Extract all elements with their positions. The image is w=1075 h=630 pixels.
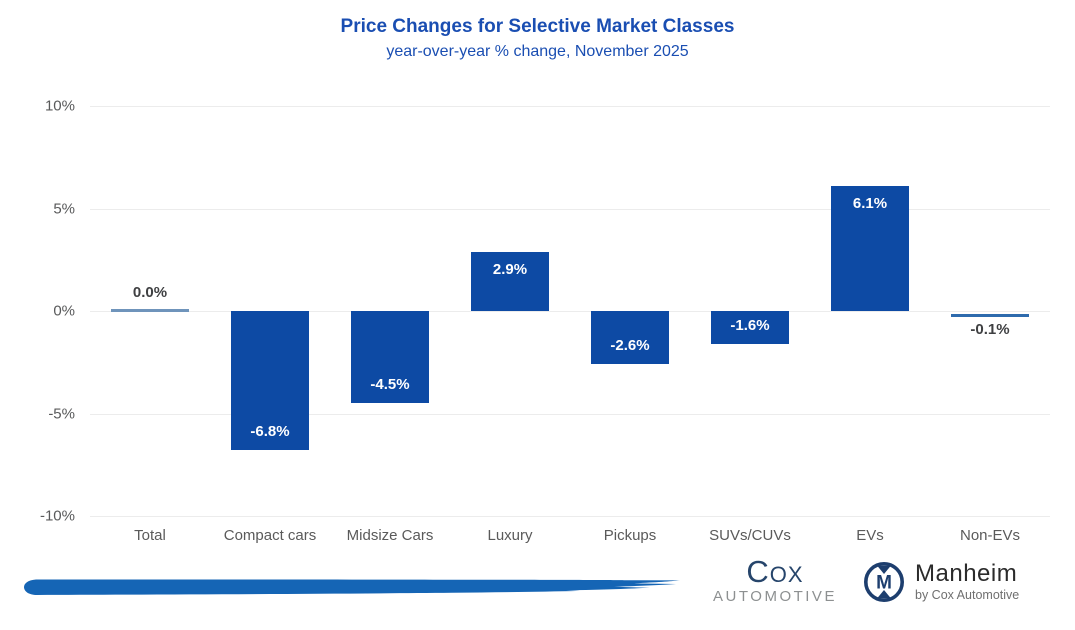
plot-area: 10% 5% 0% -5% -10% 0.0% Total -6.8% Compact cars… bbox=[40, 98, 1050, 544]
y-tick-label: 0% bbox=[53, 302, 75, 320]
chart-subtitle: year-over-year % change, November 2025 bbox=[386, 43, 689, 60]
category-label: Non-EVs bbox=[959, 527, 1021, 544]
category-label: Midsize Cars bbox=[346, 527, 434, 544]
category-label: Total bbox=[134, 527, 166, 544]
bar-value-label: -4.5% bbox=[370, 376, 410, 394]
bar bbox=[351, 311, 429, 404]
bar-value-label: -1.6% bbox=[730, 316, 770, 334]
category-label: Compact cars bbox=[223, 527, 317, 544]
cox-logo-division: AUTOMOTIVE bbox=[713, 588, 837, 605]
cox-logo-wordmark: Cox bbox=[746, 554, 804, 589]
bar bbox=[111, 309, 189, 312]
bar-value-label: -6.8% bbox=[250, 423, 290, 441]
bar bbox=[231, 311, 309, 451]
category-label: EVs bbox=[856, 527, 884, 544]
manheim-logo-tagline: by Cox Automotive bbox=[915, 588, 1020, 603]
bar-value-label: 0.0% bbox=[132, 284, 168, 301]
bar bbox=[471, 251, 549, 311]
y-tick-label: 10% bbox=[44, 97, 75, 115]
bar bbox=[591, 311, 669, 365]
cox-automotive-logo: Cox AUTOMOTIVE bbox=[698, 556, 852, 604]
gridline bbox=[90, 106, 1050, 107]
category-label: SUVs/CUVs bbox=[709, 527, 791, 544]
y-tick-label: -5% bbox=[48, 405, 75, 422]
brush-stroke-decoration bbox=[24, 579, 680, 595]
gridline bbox=[90, 516, 1050, 517]
gridline bbox=[90, 413, 1050, 415]
manheim-monogram-letter: M bbox=[876, 573, 892, 594]
bar-value-label: -2.6% bbox=[610, 337, 650, 355]
category-label: Luxury bbox=[487, 527, 533, 544]
bar-value-label: 2.9% bbox=[492, 260, 528, 278]
bar bbox=[831, 185, 909, 311]
bar-value-label: 6.1% bbox=[852, 194, 888, 212]
bar bbox=[711, 311, 789, 344]
brush-stroke-path bbox=[24, 579, 680, 595]
bar bbox=[951, 314, 1029, 317]
gridline bbox=[90, 311, 1050, 312]
y-tick-label: 5% bbox=[53, 200, 75, 217]
chart-title: Price Changes for Selective Market Class… bbox=[340, 16, 735, 37]
category-label: Pickups bbox=[603, 527, 657, 544]
bar-value-label: -0.1% bbox=[970, 321, 1010, 338]
manheim-monogram-icon: M bbox=[863, 561, 905, 603]
y-tick-label: -10% bbox=[39, 507, 75, 525]
manheim-logo-text: Manheim by Cox Automotive bbox=[915, 562, 1019, 602]
manheim-logo: M Manheim by Cox Automotive bbox=[862, 560, 1019, 604]
manheim-logo-name: Manheim bbox=[915, 560, 1018, 588]
gridline bbox=[90, 208, 1050, 210]
